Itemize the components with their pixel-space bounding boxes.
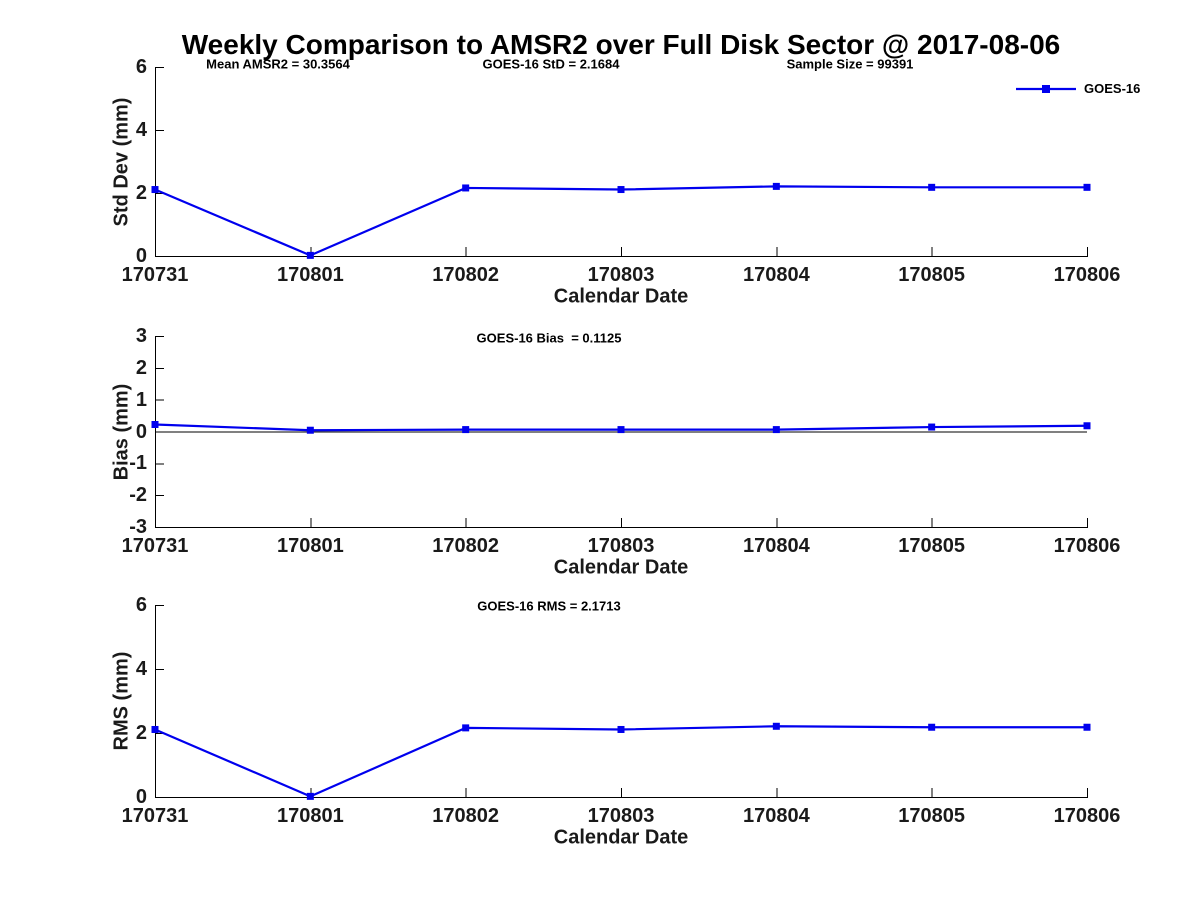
x-axis-label-subplot2: Calendar Date: [553, 556, 689, 579]
y-tick-label: 0: [135, 786, 147, 808]
y-tick-label: 4: [135, 658, 147, 680]
data-point-marker: [462, 724, 470, 732]
y-tick-label: 1: [135, 388, 147, 411]
x-tick-label: 170731: [121, 535, 189, 557]
y-tick-label: 4: [135, 119, 147, 141]
y-tick-label: 6: [135, 594, 147, 616]
annotation-mean-amsr2: Mean AMSR2 = 30.3564: [206, 56, 350, 72]
x-tick-label: 170804: [742, 805, 810, 827]
data-point-marker: [306, 792, 314, 800]
legend: GOES-16: [1014, 81, 1140, 96]
data-line: [154, 185, 1087, 257]
data-point-marker: [306, 251, 314, 259]
data-point-marker: [151, 420, 159, 428]
data-point-marker: [1083, 422, 1091, 430]
data-line: [154, 725, 1087, 798]
x-tick-label: 170803: [587, 805, 655, 827]
legend-label: GOES-16: [1084, 81, 1141, 96]
data-point-marker: [151, 725, 159, 733]
x-tick-label: 170805: [898, 805, 966, 827]
x-tick-label: 170806: [1053, 535, 1121, 557]
data-point-marker: [772, 182, 780, 190]
data-point-marker: [306, 426, 314, 434]
y-tick-label: 2: [135, 356, 147, 379]
x-tick-label: 170803: [587, 264, 655, 286]
data-point-marker: [617, 426, 625, 434]
annotation-goes16-bias: GOES-16 Bias = 0.1125: [476, 330, 622, 346]
data-point-marker: [617, 186, 625, 194]
x-tick-label: 170802: [432, 264, 500, 286]
y-tick-label: -3: [129, 516, 147, 538]
x-tick-label: 170804: [742, 264, 810, 286]
x-tick-label: 170806: [1053, 805, 1121, 827]
data-point-marker: [462, 426, 470, 434]
legend-line-icon: [1016, 84, 1076, 93]
x-tick-label: 170804: [742, 535, 810, 557]
data-point-marker: [928, 183, 936, 191]
data-point-marker: [617, 725, 625, 733]
data-point-marker: [928, 423, 936, 431]
y-tick-label: 0: [135, 420, 147, 443]
data-point-marker: [928, 723, 936, 731]
data-point-marker: [1083, 723, 1091, 731]
x-tick-label: 170801: [276, 805, 344, 827]
data-point-marker: [151, 186, 159, 194]
data-point-marker: [462, 184, 470, 192]
data-point-marker: [1083, 183, 1091, 191]
y-tick-label: 3: [135, 325, 147, 347]
y-tick-label: -2: [129, 484, 147, 507]
y-tick-label: -1: [129, 452, 147, 475]
x-tick-label: 170806: [1053, 264, 1121, 286]
x-tick-label: 170801: [276, 264, 344, 286]
x-tick-label: 170802: [432, 535, 500, 557]
annotation-sample-size: Sample Size = 99391: [786, 56, 914, 72]
y-axis-label-stddev: Std Dev (mm): [110, 97, 133, 227]
x-axis-label-subplot1: Calendar Date: [553, 285, 689, 308]
data-point-marker: [772, 722, 780, 730]
annotation-goes16-std: GOES-16 StD = 2.1684: [482, 56, 620, 72]
annotation-goes16-rms: GOES-16 RMS = 2.1713: [477, 598, 621, 614]
x-tick-label: 170803: [587, 535, 655, 557]
x-tick-label: 170805: [898, 535, 966, 557]
x-tick-label: 170802: [432, 805, 500, 827]
data-point-marker: [772, 426, 780, 434]
y-tick-label: 2: [135, 722, 147, 744]
x-axis-label-subplot3: Calendar Date: [553, 826, 689, 849]
y-tick-label: 0: [135, 245, 147, 267]
x-tick-label: 170731: [121, 264, 189, 286]
y-tick-label: 6: [135, 56, 147, 78]
x-tick-label: 170731: [121, 805, 189, 827]
x-tick-label: 170805: [898, 264, 966, 286]
figure-title: Weekly Comparison to AMSR2 over Full Dis…: [181, 29, 1061, 60]
y-tick-label: 2: [135, 182, 147, 204]
x-tick-label: 170801: [276, 535, 344, 557]
